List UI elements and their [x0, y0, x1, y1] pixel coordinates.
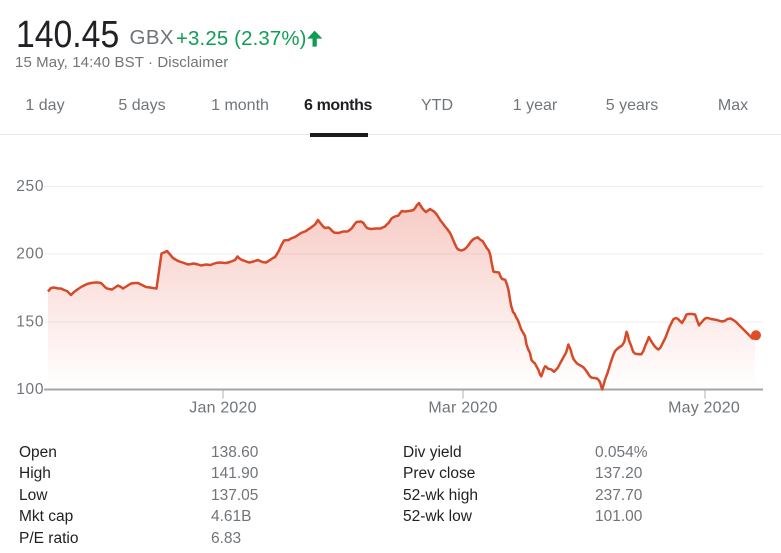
svg-text:250: 250 [16, 178, 44, 195]
svg-text:Mar 2020: Mar 2020 [428, 399, 497, 416]
svg-text:May 2020: May 2020 [668, 399, 740, 416]
svg-text:Jan 2020: Jan 2020 [189, 399, 256, 416]
svg-text:200: 200 [16, 246, 44, 263]
svg-text:100: 100 [16, 381, 44, 398]
svg-text:150: 150 [16, 314, 44, 331]
